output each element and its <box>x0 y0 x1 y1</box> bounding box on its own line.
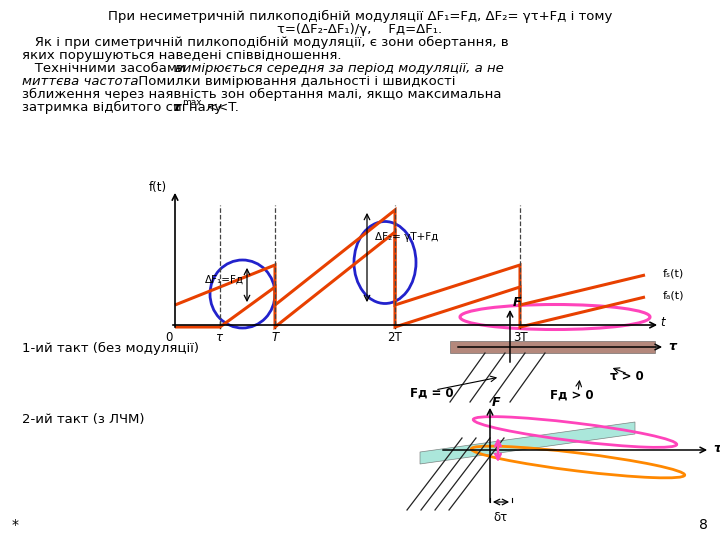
Text: f(t): f(t) <box>149 181 167 194</box>
Text: Fд > 0: Fд > 0 <box>550 388 593 402</box>
Text: 0: 0 <box>166 331 173 344</box>
Text: Технічними засобами: Технічними засобами <box>22 62 190 75</box>
Text: . Помилки вимірювання дальності і швидкості: . Помилки вимірювання дальності і швидко… <box>130 75 456 88</box>
Text: τ=(ΔF₂-ΔF₁)/γ,    Fд=ΔF₁.: τ=(ΔF₂-ΔF₁)/γ, Fд=ΔF₁. <box>277 23 443 36</box>
Text: вимірюється середня за період модуляції, а не: вимірюється середня за період модуляції,… <box>175 62 504 75</box>
Text: τ > 0: τ > 0 <box>610 370 644 383</box>
Text: яких порушуються наведені співвідношення.: яких порушуються наведені співвідношення… <box>22 49 341 62</box>
Text: max: max <box>182 98 202 107</box>
Polygon shape <box>420 422 635 464</box>
Text: <<T.: <<T. <box>207 101 240 114</box>
Text: 1-ий такт (без модуляції): 1-ий такт (без модуляції) <box>22 341 199 355</box>
Text: Fд = 0: Fд = 0 <box>410 387 454 400</box>
Text: При несиметричній пилкоподібній модуляції ΔF₁=Fд, ΔF₂= γτ+Fд і тому: При несиметричній пилкоподібній модуляці… <box>108 10 612 23</box>
Text: T: T <box>271 331 279 344</box>
Text: τ: τ <box>172 101 181 114</box>
Text: τ: τ <box>217 331 224 344</box>
Text: τ: τ <box>668 340 676 353</box>
Text: t: t <box>661 316 665 329</box>
Polygon shape <box>450 341 655 353</box>
Text: ΔF₂= γT+Fд: ΔF₂= γT+Fд <box>375 233 438 242</box>
Text: затримка відбитого сигналу: затримка відбитого сигналу <box>22 101 226 114</box>
Text: миттєва частота: миттєва частота <box>22 75 138 88</box>
Text: δτ: δτ <box>494 511 508 524</box>
Text: 8: 8 <box>699 518 708 532</box>
Text: 3T: 3T <box>513 331 527 344</box>
Text: fₛ(t): fₛ(t) <box>663 268 684 278</box>
Text: 2-ий такт (з ЛЧМ): 2-ий такт (з ЛЧМ) <box>22 414 145 427</box>
Text: ΔF₁=Fд: ΔF₁=Fд <box>205 275 244 285</box>
Text: F: F <box>492 395 500 408</box>
Text: fₐ(t): fₐ(t) <box>663 290 685 300</box>
Text: зближення через наявність зон обертання малі, якщо максимальна: зближення через наявність зон обертання … <box>22 88 502 101</box>
Text: *: * <box>12 518 19 532</box>
Text: Як і при симетричній пилкоподібній модуляції, є зони обертання, в: Як і при симетричній пилкоподібній модул… <box>22 36 508 49</box>
Text: F: F <box>513 296 521 309</box>
Text: 2T: 2T <box>387 331 402 344</box>
Text: τ: τ <box>713 442 720 456</box>
